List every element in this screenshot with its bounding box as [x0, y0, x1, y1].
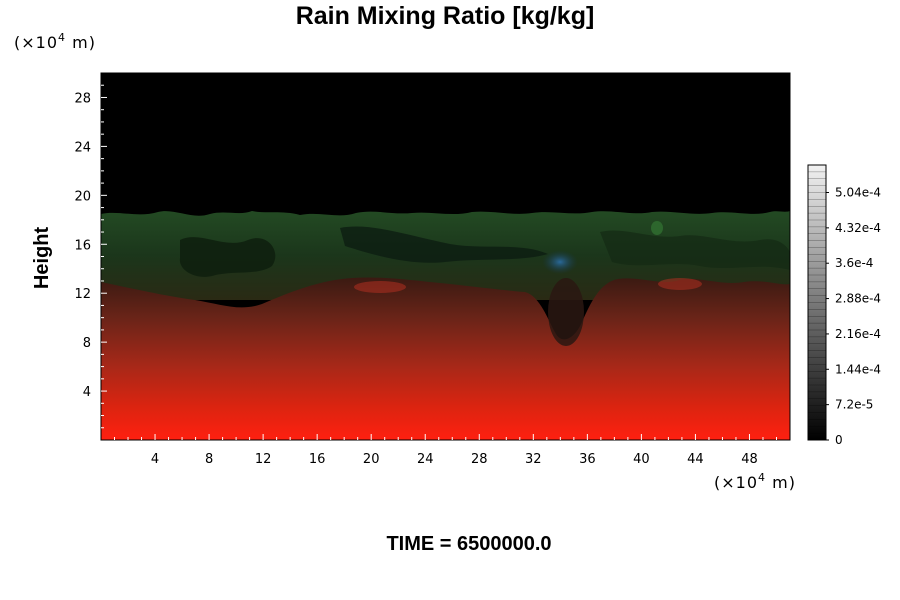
dark-swirl-3: [600, 230, 790, 270]
time-label: TIME = 6500000.0: [386, 533, 551, 555]
y-axis-unit: (×104 m): [14, 31, 96, 52]
x-tick-label: 36: [579, 452, 596, 467]
x-tick-label: 44: [687, 452, 704, 467]
red-highlight-2: [658, 278, 702, 290]
y-tick-label: 8: [83, 336, 91, 351]
y-axis-ticks: 4 8 12 16 20 24 28: [74, 84, 107, 429]
dark-swirl-1: [179, 237, 276, 277]
red-highlight-1: [354, 281, 406, 293]
x-tick-label: 20: [363, 452, 380, 467]
x-axis-ticks: 4 8 12 16 20 24 28 32 36 40 44 48: [114, 434, 777, 467]
x-tick-label: 40: [633, 452, 650, 467]
colorbar-tick-label: 7.2e-5: [835, 398, 873, 412]
plot-area: [101, 73, 790, 440]
colorbar-labels: 0 7.2e-5 1.44e-4 2.16e-4 2.88e-4 3.6e-4 4.32e-…: [826, 186, 881, 447]
colorbar-tick-label: 2.88e-4: [835, 292, 881, 306]
blue-blob: [542, 250, 578, 274]
chart-title: Rain Mixing Ratio [kg/kg]: [296, 2, 595, 30]
colorbar-tick-label: 2.16e-4: [835, 327, 881, 341]
x-tick-label: 12: [255, 452, 272, 467]
y-tick-label: 16: [74, 238, 91, 253]
y-tick-label: 24: [74, 140, 91, 155]
x-tick-label: 8: [205, 452, 213, 467]
y-tick-label: 4: [83, 385, 91, 400]
colorbar-tick-label: 0: [835, 433, 843, 447]
colorbar: [807, 164, 827, 441]
y-tick-label: 28: [74, 91, 91, 106]
y-axis-label: Height: [31, 227, 53, 290]
layer-red-gradient: [101, 277, 790, 440]
colorbar-tick-label: 1.44e-4: [835, 362, 881, 376]
dark-swirl-2: [340, 226, 548, 263]
x-tick-label: 4: [151, 452, 159, 467]
colorbar-tick-label: 3.6e-4: [835, 256, 873, 270]
x-tick-label: 48: [741, 452, 758, 467]
x-axis-unit: (×104 m): [714, 471, 796, 492]
y-tick-label: 20: [74, 189, 91, 204]
green-highlight: [651, 221, 663, 235]
colorbar-tick-label: 5.04e-4: [835, 186, 881, 200]
downdraft-dark: [548, 278, 584, 346]
y-tick-label: 12: [74, 287, 91, 302]
x-tick-label: 24: [417, 452, 434, 467]
colorbar-tick-label: 4.32e-4: [835, 221, 881, 235]
x-tick-label: 16: [309, 452, 326, 467]
x-tick-label: 28: [471, 452, 488, 467]
colorbar-levels: [808, 171, 826, 434]
x-tick-label: 32: [525, 452, 542, 467]
